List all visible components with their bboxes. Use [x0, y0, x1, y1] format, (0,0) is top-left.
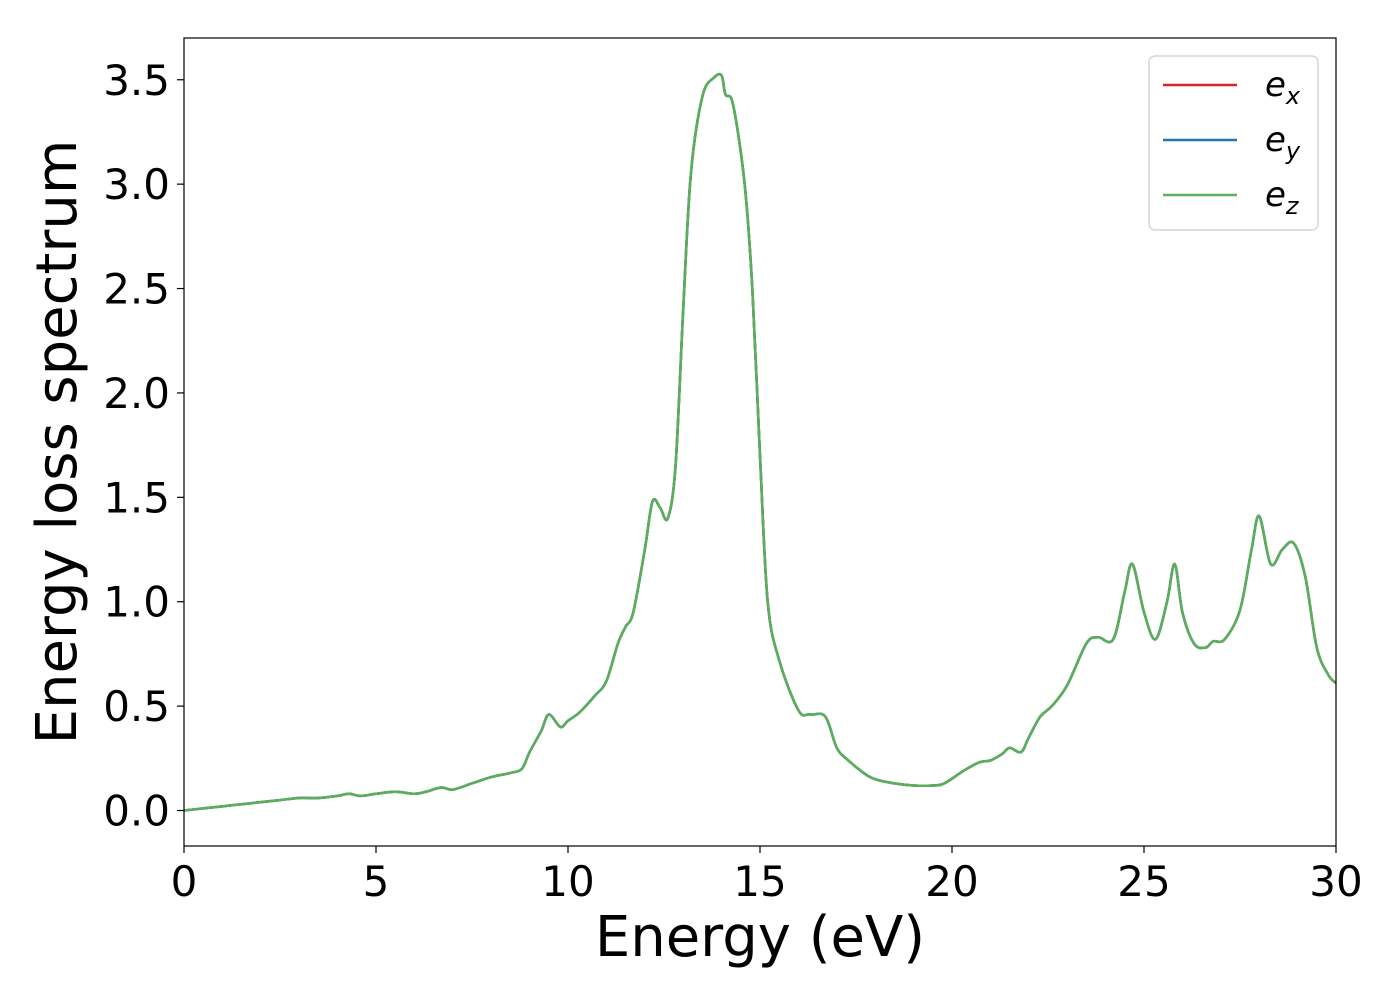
legend-label-e-x: ex	[1265, 65, 1301, 110]
y-tick-label: 1.5	[103, 473, 170, 522]
legend-label-e-z: ez	[1265, 175, 1300, 220]
x-tick-label: 25	[1117, 857, 1170, 906]
x-tick-label: 20	[925, 857, 978, 906]
x-tick-label: 0	[171, 857, 198, 906]
y-tick-label: 2.5	[103, 265, 170, 314]
legend-label-e-y: ey	[1265, 120, 1301, 165]
y-axis-ticks: 0.0 0.5 1.0 1.5 2.0 2.5 3.0 3.5	[103, 56, 184, 836]
series-layer	[184, 72, 1336, 812]
y-tick-label: 3.5	[103, 56, 170, 105]
x-tick-label: 5	[363, 857, 390, 906]
y-axis-label: Energy loss spectrum	[25, 140, 90, 745]
x-axis-ticks: 0 5 10 15 20 25 30	[171, 846, 1363, 906]
y-tick-label: 0.0	[103, 787, 170, 836]
x-tick-label: 30	[1309, 857, 1362, 906]
x-tick-label: 15	[733, 857, 786, 906]
y-tick-label: 2.0	[103, 369, 170, 418]
series-line-e-z	[184, 72, 1336, 812]
y-tick-label: 3.0	[103, 160, 170, 209]
x-tick-label: 10	[541, 857, 594, 906]
y-tick-label: 1.0	[103, 578, 170, 627]
legend-box	[1148, 55, 1319, 231]
y-tick-label: 0.5	[103, 682, 170, 731]
x-axis-label: Energy (eV)	[595, 905, 925, 970]
legend: ex ey ez	[1148, 55, 1319, 231]
